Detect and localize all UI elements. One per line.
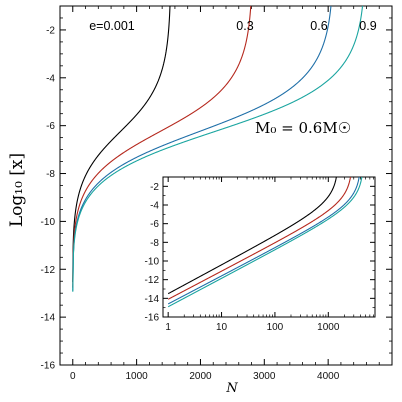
series-line-1 — [72, 5, 171, 283]
inset-y-tick-label: -6 — [150, 219, 159, 230]
inset-series-line-1 — [167, 176, 338, 295]
inset-series-line-4 — [167, 176, 363, 308]
series-line-2 — [72, 5, 252, 288]
series-labels-group: e=0.001 0.3 0.6 0.9 — [89, 19, 377, 33]
x-tick-label: 4000 — [317, 371, 340, 382]
x-tick-label: 3000 — [253, 371, 276, 382]
y-tick-label: -4 — [46, 73, 55, 84]
y-tick-label: -6 — [46, 121, 55, 132]
series-label-3: 0.6 — [310, 19, 327, 33]
inset-y-tick-label: -16 — [145, 313, 160, 324]
inset-background — [141, 171, 383, 331]
inset-plot-frame — [162, 176, 376, 318]
series-label-2: 0.3 — [236, 19, 253, 33]
inset-x-tick-label: 100 — [267, 322, 284, 333]
y-axis-label: Log₁₀ [x] — [7, 153, 27, 227]
y-tick-label: -14 — [41, 313, 56, 324]
inset-y-tick-label: -4 — [150, 201, 159, 212]
series-line-4 — [72, 5, 364, 292]
x-axis-label: N — [225, 381, 238, 396]
inset-y-tick-label: -2 — [150, 182, 159, 193]
y-tick-label: -16 — [41, 361, 56, 372]
y-tick-label: -12 — [41, 265, 56, 276]
inset-y-tick-label: -8 — [150, 238, 159, 249]
series-line-3 — [72, 5, 332, 291]
main-series-group — [72, 5, 364, 292]
inset-series-group — [167, 176, 363, 308]
x-tick-label: 1000 — [125, 371, 148, 382]
x-tick-label: 0 — [70, 371, 76, 382]
y-tick-label: -8 — [46, 169, 55, 180]
series-label-1: e=0.001 — [89, 19, 135, 33]
inset-series-line-2 — [167, 176, 352, 300]
inset-x-tick-label: 1 — [165, 322, 171, 333]
inset-y-tick-label: -12 — [145, 275, 160, 286]
inset-x-tick-label: 1000 — [317, 322, 340, 333]
main-ticks-group: 0 1000 2000 3000 4000 -2 -4 -6 -8 -10 -12 -14 -16 — [41, 5, 393, 382]
series-label-4: 0.9 — [359, 19, 376, 33]
inset-x-tick-label: 10 — [216, 322, 228, 333]
x-tick-label: 2000 — [189, 371, 212, 382]
y-tick-label: -2 — [46, 25, 55, 36]
mass-annotation: M₀ = 0.6M☉ — [255, 119, 351, 137]
inset-y-tick-label: -14 — [145, 294, 160, 305]
inset-y-tick-label: -10 — [145, 257, 160, 268]
y-tick-label: -10 — [41, 217, 56, 228]
inset-ticks-group: 1 10 100 1000 -2 -4 -6 -8 -10 -12 -14 -16 — [145, 176, 375, 333]
inset-series-line-3 — [167, 176, 360, 305]
